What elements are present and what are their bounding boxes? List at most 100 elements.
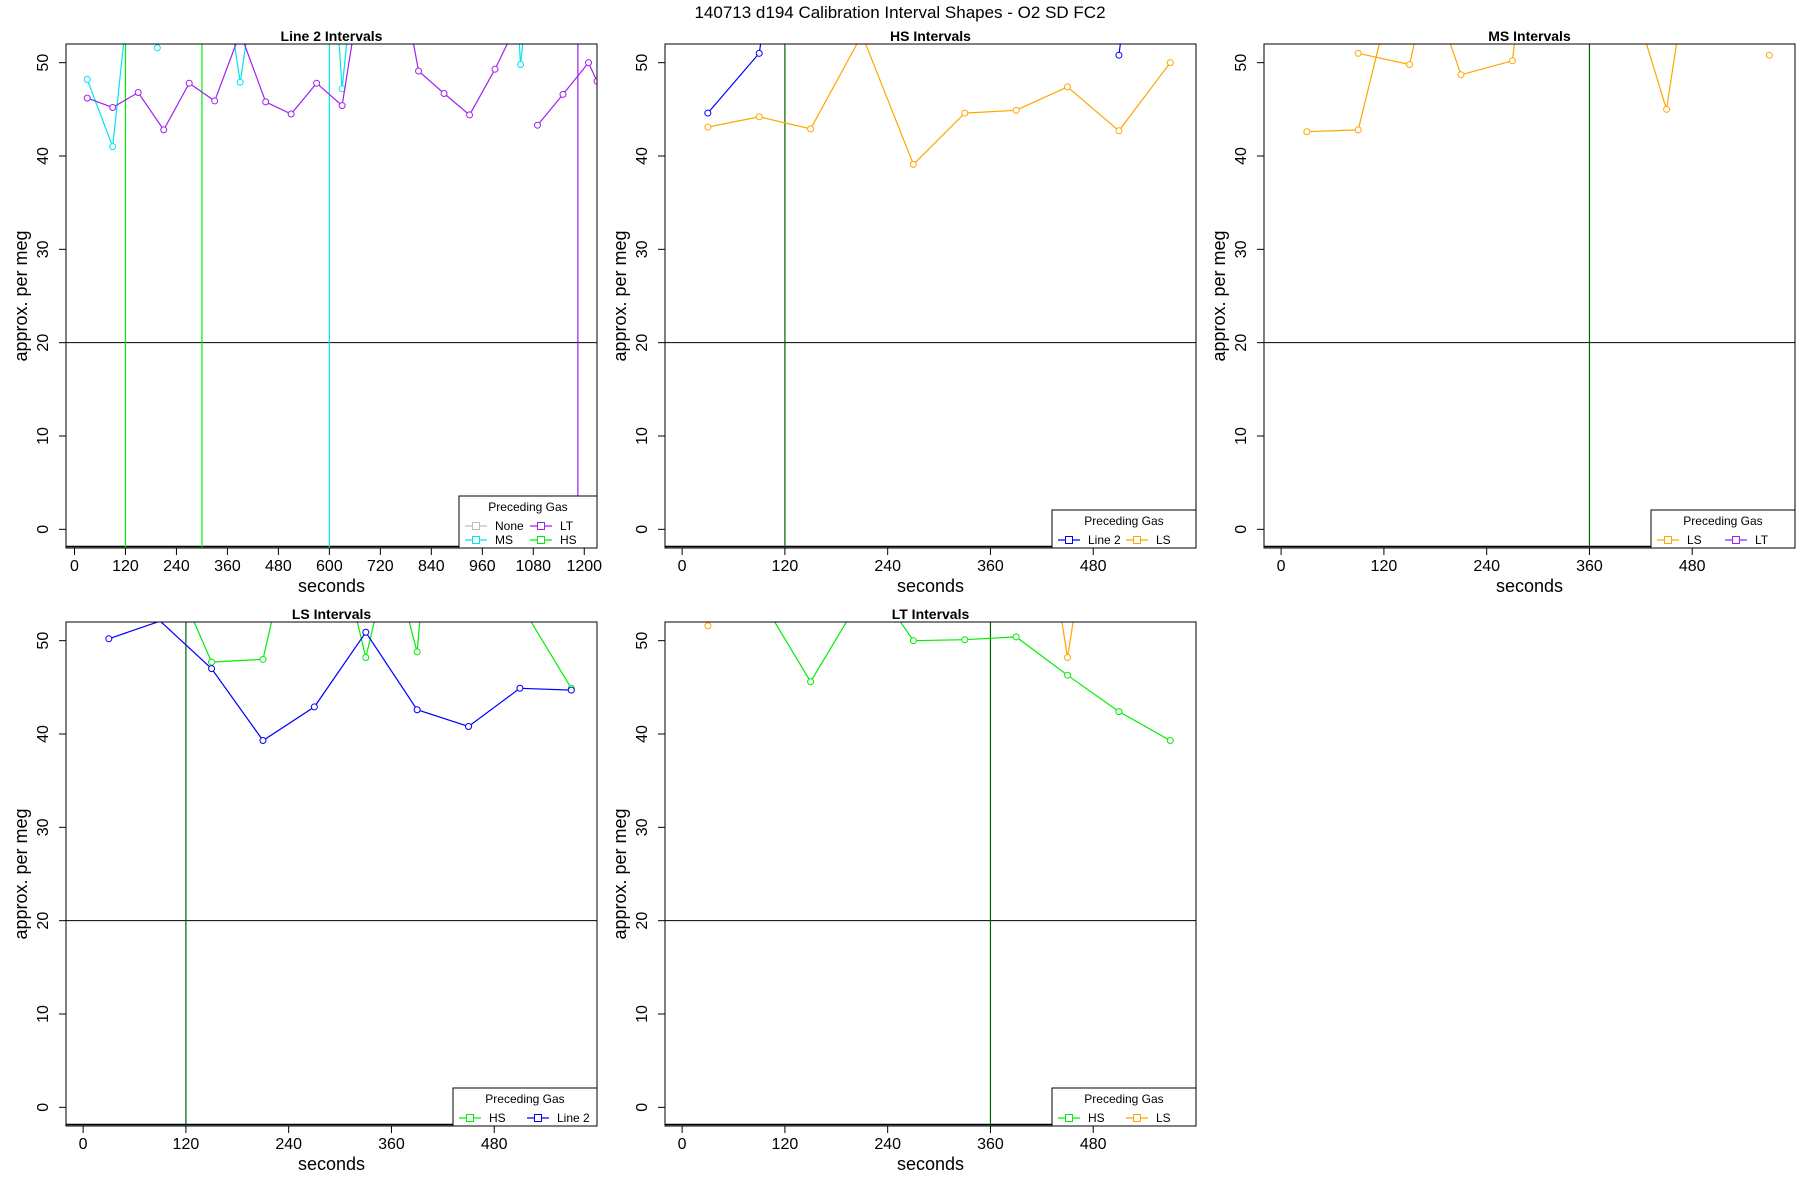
ls-intervals-ytick-label-20: 20 <box>35 912 52 930</box>
ls-intervals-series-4-line-2 <box>105 622 575 745</box>
line-2-intervals-point-5-10 <box>338 102 346 110</box>
ls-intervals-series-2-hs <box>408 622 421 656</box>
line-2-intervals-point-6-3 <box>466 111 474 119</box>
ls-intervals-ytick-label-40: 40 <box>35 725 52 743</box>
ms-intervals-ytick-label-30: 30 <box>1233 240 1250 258</box>
line-2-intervals-legend-item-ms: MS <box>465 533 513 547</box>
ls-intervals-ytick-label-50: 50 <box>35 632 52 650</box>
ls-intervals-series-1-hs <box>356 622 375 661</box>
lt-intervals-series-0-hs <box>774 622 848 686</box>
hs-intervals-point-0-0 <box>704 109 712 117</box>
figure-title: 140713 d194 Calibration Interval Shapes … <box>694 3 1105 22</box>
lt-intervals-legend-item-hs: HS <box>1058 1111 1105 1125</box>
ls-intervals-ytick-label-0: 0 <box>35 1103 52 1112</box>
ms-intervals-series-2-ls <box>1449 44 1516 79</box>
ls-intervals-point-4-0 <box>105 635 113 643</box>
line-2-intervals-legend-label-ms: MS <box>495 533 513 547</box>
hs-intervals-xtick-label-480: 480 <box>1080 558 1107 575</box>
hs-intervals-legend-box <box>1051 509 1197 549</box>
lt-intervals-xtick-label-240: 240 <box>874 1136 901 1153</box>
ms-intervals-xtick-label-360: 360 <box>1576 558 1603 575</box>
ls-intervals-point-4-5 <box>362 628 370 636</box>
line-2-intervals-ytick-label-30: 30 <box>35 240 52 258</box>
line-2-intervals-point-6-4 <box>491 65 499 73</box>
line-2-intervals-point-0-1 <box>109 143 117 151</box>
ms-intervals-point-0-0 <box>1303 128 1311 136</box>
ls-intervals-legend-item-line-2: Line 2 <box>527 1111 590 1125</box>
line-2-intervals-series-line-4 <box>518 44 524 65</box>
lt-intervals-legend-title: Preceding Gas <box>1084 1092 1163 1106</box>
line-2-intervals-point-1-0 <box>153 44 161 52</box>
ms-intervals-point-2-1 <box>1457 71 1465 79</box>
lt-intervals-xtick-label-120: 120 <box>772 1136 799 1153</box>
lt-intervals-series-line-3 <box>1061 622 1074 658</box>
hs-intervals-series-1-line-2 <box>1115 44 1123 59</box>
hs-intervals-xtick-label-360: 360 <box>977 558 1004 575</box>
line-2-intervals-xtick-label-240: 240 <box>163 558 190 575</box>
hs-intervals-title: HS Intervals <box>890 28 971 44</box>
line-2-intervals-point-5-7 <box>262 98 270 106</box>
ls-intervals-point-4-3 <box>259 737 267 745</box>
line-2-intervals-point-6-1 <box>415 67 423 75</box>
lt-intervals-series-line-1 <box>899 622 1171 742</box>
ls-intervals-point-4-7 <box>465 723 473 731</box>
hs-intervals-xtick-label-0: 0 <box>678 558 687 575</box>
hs-intervals-legend-item-ls: LS <box>1126 533 1171 547</box>
line-2-intervals-point-5-1 <box>109 103 117 111</box>
lt-intervals-legend-label-ls: LS <box>1156 1111 1171 1125</box>
lt-intervals-panel: LT Intervals 0 120 240 360 480 0 10 20 30 40 50 seco… <box>610 606 1197 1174</box>
line-2-intervals-series-line-2 <box>233 44 247 83</box>
lt-intervals-point-3-1 <box>1064 653 1072 661</box>
line-2-intervals-title: Line 2 Intervals <box>281 28 383 44</box>
line-2-intervals-xtick-label-1200: 1200 <box>566 558 602 575</box>
ms-intervals-legend-title: Preceding Gas <box>1683 514 1762 528</box>
ls-intervals-xtick-label-240: 240 <box>275 1136 302 1153</box>
ls-intervals-point-2-1 <box>413 648 421 656</box>
ms-intervals-legend: Preceding Gas LS LT <box>1650 509 1796 549</box>
hs-intervals-series-0-line-2 <box>704 44 763 117</box>
hs-intervals-point-1-0 <box>1115 51 1123 59</box>
ms-intervals-frame <box>1263 43 1796 549</box>
hs-intervals-ylabel: approx. per meg <box>610 230 630 361</box>
line-2-intervals-legend-item-none: None <box>465 519 524 533</box>
line-2-intervals-point-5-2 <box>134 89 142 97</box>
ls-intervals-ytick-label-30: 30 <box>35 818 52 836</box>
hs-intervals-point-0-1 <box>755 49 763 57</box>
ms-intervals-ytick-label-20: 20 <box>1233 334 1250 352</box>
lt-intervals-legend-item-ls: LS <box>1126 1111 1171 1125</box>
lt-intervals-series-2-ls <box>704 622 712 630</box>
lt-intervals-frame <box>664 621 1197 1127</box>
lt-intervals-ytick-label-20: 20 <box>634 912 651 930</box>
hs-intervals-legend-item-line-2: Line 2 <box>1058 533 1121 547</box>
lt-intervals-legend-label-hs: HS <box>1088 1111 1105 1125</box>
hs-intervals-point-2-1 <box>755 113 763 121</box>
lt-intervals-series-line-0 <box>774 622 848 683</box>
line-2-intervals-series-2-ms <box>233 44 247 86</box>
ms-intervals-series-line-0 <box>1306 44 1380 133</box>
ls-intervals-xtick-label-360: 360 <box>378 1136 405 1153</box>
ms-intervals-point-4-0 <box>1765 51 1773 59</box>
ls-intervals-xtick-label-0: 0 <box>79 1136 88 1153</box>
line-2-intervals-series-6-lt <box>412 44 508 119</box>
hs-intervals-legend: Preceding Gas Line 2 LS <box>1051 509 1197 549</box>
lt-intervals-ytick-label-50: 50 <box>634 632 651 650</box>
ls-intervals-point-4-2 <box>208 665 216 673</box>
line-2-intervals-point-7-1 <box>559 90 567 98</box>
ls-intervals-legend-swatch-box-hs <box>466 1114 474 1122</box>
ms-intervals-legend-swatch-box-lt <box>1732 536 1740 544</box>
hs-intervals-legend-label-line-2: Line 2 <box>1088 533 1121 547</box>
line-2-intervals-point-2-1 <box>236 78 244 86</box>
ls-intervals-legend-title: Preceding Gas <box>485 1092 564 1106</box>
lt-intervals-point-1-4 <box>1064 671 1072 679</box>
ms-intervals-ytick-label-40: 40 <box>1233 147 1250 165</box>
line-2-intervals-point-5-8 <box>287 110 295 118</box>
line-2-intervals-series-4-ms <box>517 44 525 69</box>
ls-intervals-series-line-0 <box>193 622 273 663</box>
ms-intervals-point-2-2 <box>1508 57 1516 65</box>
lt-intervals-ytick-label-0: 0 <box>634 1103 651 1112</box>
ms-intervals-xlabel: seconds <box>1496 576 1563 596</box>
ms-intervals-xtick-label-0: 0 <box>1277 558 1286 575</box>
ls-intervals-xtick-label-480: 480 <box>481 1136 508 1153</box>
ls-intervals-legend: Preceding Gas HS Line 2 <box>452 1087 598 1127</box>
ms-intervals-legend-label-lt: LT <box>1755 533 1769 547</box>
